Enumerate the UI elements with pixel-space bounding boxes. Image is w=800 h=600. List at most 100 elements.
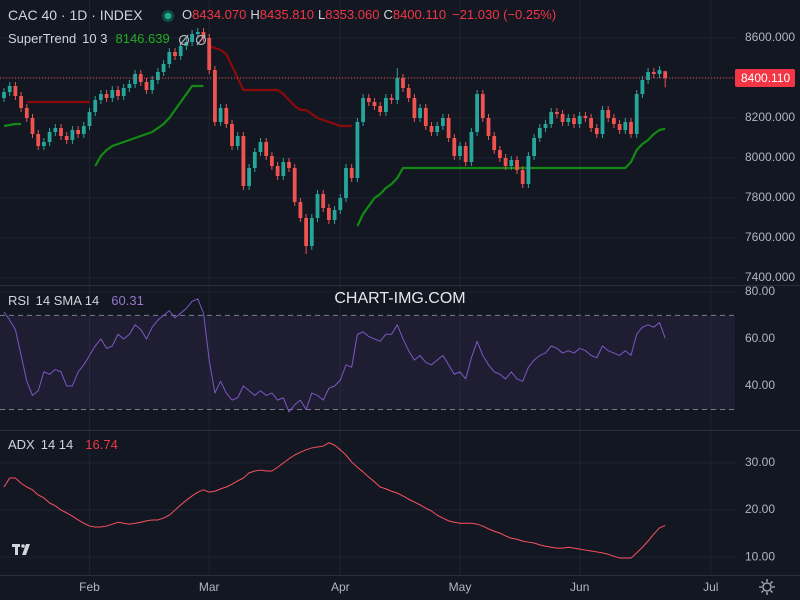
candle-body [104,94,109,98]
candle-body [53,128,58,132]
candle-body [133,74,137,84]
indicator-line [3,298,666,413]
candle-body [520,170,525,184]
candle-body [446,118,451,138]
candle-body [435,126,440,132]
candle-body [589,118,593,128]
x-tick-label: Jun [570,580,589,594]
candle-body [480,94,485,118]
candle-body [332,210,337,220]
x-tick-label: Jul [703,580,718,594]
indicator-value: 60.31 [111,293,144,308]
candle-body [486,118,491,136]
candle-body [116,90,120,96]
candle-body [264,142,269,156]
candle-body [657,70,662,74]
indicator-value: 16.74 [85,437,118,452]
y-tick-label: 8600.000 [745,30,795,44]
indicator-value: 8146.639 [115,31,169,46]
candle-body [304,218,308,246]
candle-body [281,162,286,176]
x-tick-label: Mar [199,580,220,594]
candle-body [321,194,326,208]
y-tick-label: 60.00 [745,331,775,345]
candle-body [270,156,274,166]
candle-body [469,132,474,162]
candle-body [7,86,12,92]
supertrend-down-line [208,44,352,128]
ohlc-value: 8400.110 [393,7,446,22]
watermark: CHART-IMG.COM [334,290,465,307]
indicator-params: 14 SMA 14 [36,293,100,308]
eye-icons[interactable] [178,34,207,46]
candle-body [389,98,394,100]
y-tick-label: 40.00 [745,378,775,392]
y-tick-label: 8200.000 [745,110,795,124]
candle-body [441,118,445,126]
candle-body [475,94,479,132]
candle-body [230,124,234,146]
candle-body [292,168,297,202]
ohlc-letter: H [250,7,259,22]
settings-icon[interactable] [759,579,775,595]
candle-body [24,108,29,118]
ohlc-letter: O [182,7,192,22]
candle-body [463,146,468,162]
candle-body [612,118,616,124]
candle-body [560,114,565,122]
candle-body [555,112,559,114]
rsi-header: RSI 14 SMA 14 60.31 [8,293,144,308]
ohlc-value: 8353.060 [325,7,379,22]
candle-body [338,198,343,210]
candle-body [566,118,571,122]
candle-body [509,160,514,166]
candle-body [623,122,628,130]
tv-logo [12,544,30,555]
supertrend-header: SuperTrend 10 3 8146.639 [8,31,170,46]
supertrend-up-line [94,84,204,167]
candle-body [241,136,246,186]
candle-body [344,168,348,198]
candle-body [401,78,405,88]
candle-body [543,124,548,128]
ohlc-letter: C [383,7,392,22]
candle-body [13,86,18,96]
candle-body [173,52,177,56]
candle-body [99,94,103,100]
candle-body [161,64,166,72]
last-price-tag [735,68,795,87]
candle-body [156,72,160,80]
candle-body [121,88,126,96]
candle-body [150,80,155,90]
candle-body [327,208,331,220]
candle-body [651,72,656,74]
candle-body [412,98,417,118]
candle-body [366,98,371,102]
indicator-params: 14 14 [41,437,74,452]
candle-body [218,108,223,122]
y-tick-label: 80.00 [745,284,775,298]
y-tick-label: 7400.000 [745,270,795,284]
candle-body [515,160,519,170]
candle-body [201,32,206,38]
indicator-line [3,442,666,559]
candle-body [617,124,622,130]
candle-body [315,194,320,218]
candle-body [378,106,383,112]
rsi-band [0,315,735,410]
candle-body [59,128,63,136]
indicator-params: 10 3 [82,31,107,46]
candle-body [42,142,46,146]
x-tick-label: May [449,580,472,594]
candle-body [526,156,531,184]
candle-body [298,202,303,218]
y-tick-label: 7800.000 [745,190,795,204]
candle-body [213,70,217,122]
candle-body [76,130,80,134]
candle-body [36,134,41,146]
candle-body [275,166,280,176]
y-tick-label: 7600.000 [745,230,795,244]
candle-body [87,112,92,126]
candle-body [498,150,502,158]
candle-body [64,136,69,140]
